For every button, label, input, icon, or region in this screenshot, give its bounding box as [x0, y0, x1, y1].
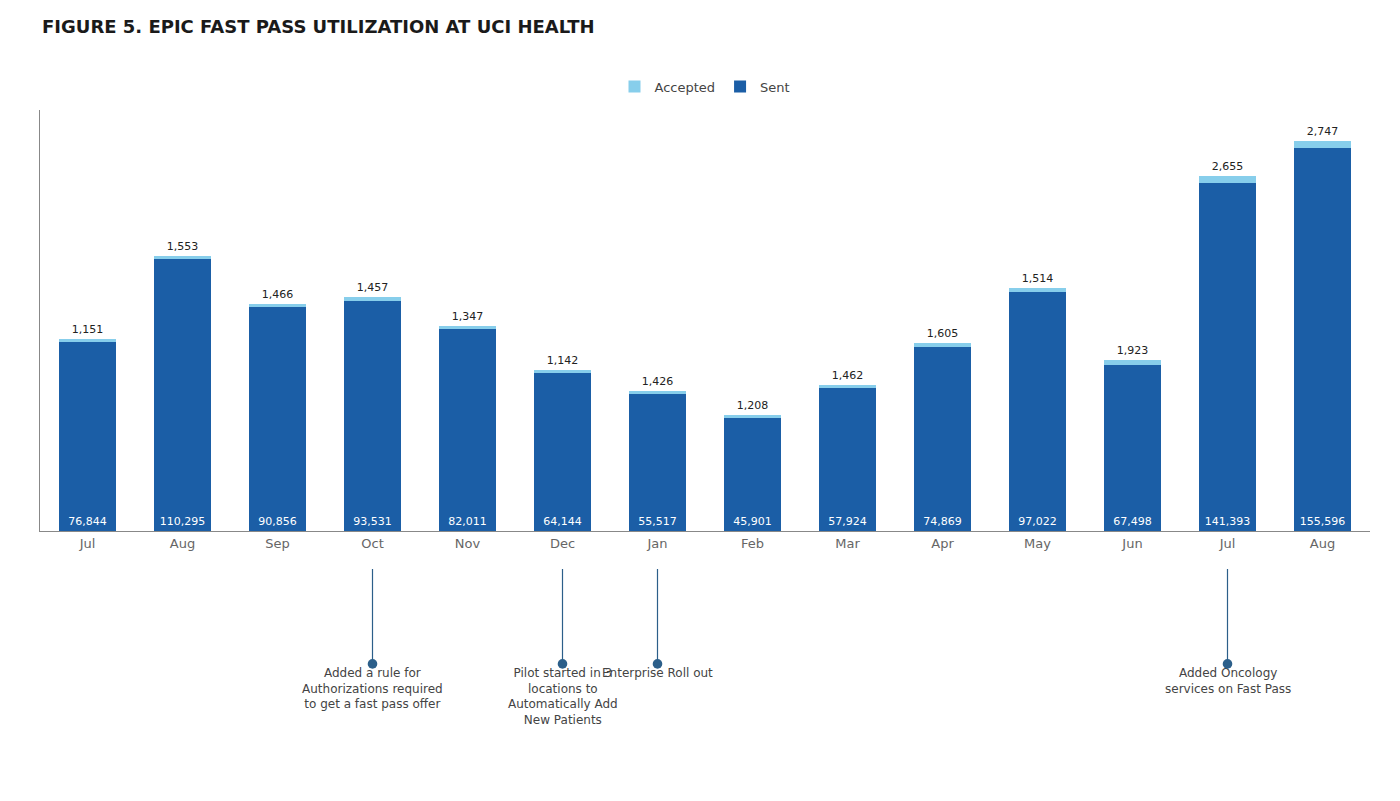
svg-text:45,901: 45,901	[733, 515, 772, 528]
svg-text:141,393: 141,393	[1205, 515, 1251, 528]
svg-text:Aug: Aug	[170, 536, 195, 551]
svg-text:2,655: 2,655	[1212, 160, 1244, 173]
svg-text:1,151: 1,151	[72, 323, 104, 336]
svg-text:82,011: 82,011	[448, 515, 487, 528]
svg-text:1,347: 1,347	[452, 310, 484, 323]
svg-text:64,144: 64,144	[543, 515, 582, 528]
svg-text:1,142: 1,142	[547, 354, 579, 367]
svg-text:Accepted: Accepted	[655, 80, 716, 95]
svg-text:110,295: 110,295	[160, 515, 206, 528]
svg-text:1,514: 1,514	[1022, 272, 1054, 285]
svg-text:1,466: 1,466	[262, 288, 294, 301]
svg-text:Mar: Mar	[835, 536, 860, 551]
svg-text:55,517: 55,517	[638, 515, 677, 528]
svg-text:Added a rule forAuthorizations: Added a rule forAuthorizations requiredt…	[302, 666, 443, 711]
svg-text:Nov: Nov	[455, 536, 481, 551]
svg-text:2,747: 2,747	[1307, 125, 1339, 138]
svg-text:Enterprise Roll out: Enterprise Roll out	[602, 666, 713, 680]
svg-text:Sent: Sent	[760, 80, 790, 95]
svg-text:Sep: Sep	[265, 536, 290, 551]
svg-text:Dec: Dec	[550, 536, 575, 551]
svg-text:1,208: 1,208	[737, 399, 769, 412]
svg-text:Jan: Jan	[646, 536, 667, 551]
svg-text:Jul: Jul	[79, 536, 96, 551]
svg-text:57,924: 57,924	[828, 515, 867, 528]
svg-text:90,856: 90,856	[258, 515, 297, 528]
svg-text:FIGURE 5. EPIC FAST PASS UTILI: FIGURE 5. EPIC FAST PASS UTILIZATION AT …	[42, 16, 595, 37]
svg-text:1,553: 1,553	[167, 240, 199, 253]
svg-text:Added Oncologyservices on Fast: Added Oncologyservices on Fast Pass	[1165, 666, 1291, 696]
svg-text:Pilot started in 3locations to: Pilot started in 3locations toAutomatica…	[508, 666, 618, 727]
svg-text:Jul: Jul	[1219, 536, 1236, 551]
svg-text:155,596: 155,596	[1300, 515, 1346, 528]
svg-text:74,869: 74,869	[923, 515, 962, 528]
svg-text:67,498: 67,498	[1113, 515, 1152, 528]
svg-text:Apr: Apr	[931, 536, 954, 551]
svg-text:1,923: 1,923	[1117, 344, 1149, 357]
svg-text:1,457: 1,457	[357, 281, 389, 294]
svg-text:76,844: 76,844	[68, 515, 107, 528]
svg-text:Oct: Oct	[361, 536, 383, 551]
svg-text:1,426: 1,426	[642, 375, 674, 388]
svg-text:1,462: 1,462	[832, 369, 864, 382]
svg-text:97,022: 97,022	[1018, 515, 1057, 528]
svg-text:May: May	[1024, 536, 1051, 551]
svg-text:1,605: 1,605	[927, 327, 959, 340]
svg-text:Aug: Aug	[1310, 536, 1335, 551]
svg-text:Feb: Feb	[741, 536, 764, 551]
svg-text:93,531: 93,531	[353, 515, 392, 528]
svg-text:Jun: Jun	[1121, 536, 1142, 551]
